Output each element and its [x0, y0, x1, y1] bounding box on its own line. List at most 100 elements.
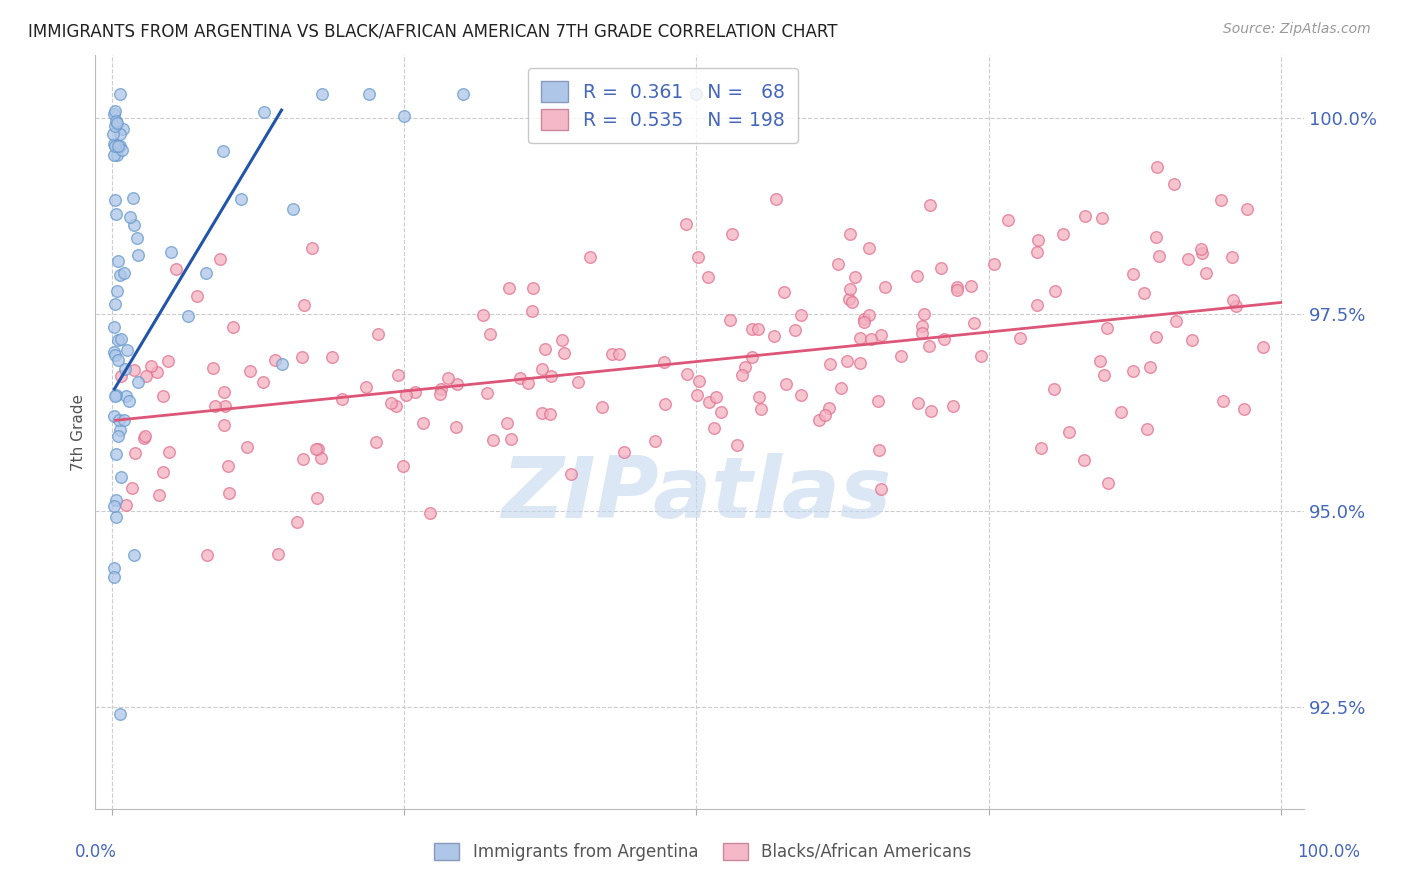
Point	[104, 114, 127, 128]
Point	[1144, 330, 1167, 344]
Point	[869, 327, 891, 342]
Point	[108, 423, 131, 437]
Point	[499, 432, 522, 446]
Point	[103, 127, 125, 141]
Point	[186, 289, 208, 303]
Point	[436, 371, 458, 385]
Point	[104, 119, 127, 133]
Point	[839, 227, 862, 241]
Point	[773, 285, 796, 299]
Point	[1026, 298, 1049, 312]
Point	[108, 268, 131, 282]
Point	[157, 445, 180, 459]
Point	[104, 297, 127, 311]
Point	[110, 368, 132, 383]
Point	[204, 399, 226, 413]
Point	[209, 252, 232, 266]
Point	[108, 139, 131, 153]
Point	[837, 354, 859, 368]
Text: IMMIGRANTS FROM ARGENTINA VS BLACK/AFRICAN AMERICAN 7TH GRADE CORRELATION CHART: IMMIGRANTS FROM ARGENTINA VS BLACK/AFRIC…	[28, 22, 838, 40]
Point	[522, 304, 544, 318]
Point	[104, 492, 127, 507]
Point	[697, 395, 720, 409]
Point	[111, 121, 134, 136]
Point	[330, 392, 353, 406]
Point	[1026, 245, 1049, 260]
Point	[239, 364, 262, 378]
Point	[538, 407, 561, 421]
Point	[920, 404, 942, 418]
Point	[1191, 246, 1213, 260]
Point	[104, 194, 127, 208]
Point	[103, 499, 125, 513]
Point	[195, 548, 218, 562]
Point	[107, 353, 129, 368]
Point	[291, 452, 314, 467]
Point	[114, 389, 136, 403]
Point	[1211, 193, 1233, 207]
Point	[120, 211, 142, 225]
Point	[105, 284, 128, 298]
Point	[675, 217, 697, 231]
Point	[152, 389, 174, 403]
Point	[841, 295, 863, 310]
Point	[103, 409, 125, 423]
Point	[983, 257, 1005, 271]
Point	[763, 329, 786, 343]
Point	[124, 446, 146, 460]
Point	[688, 250, 710, 264]
Point	[688, 374, 710, 388]
Point	[654, 355, 676, 369]
Point	[122, 218, 145, 232]
Point	[509, 371, 531, 385]
Point	[212, 144, 235, 158]
Point	[387, 368, 409, 383]
Point	[789, 388, 811, 402]
Point	[522, 281, 544, 295]
Point	[866, 394, 889, 409]
Point	[429, 386, 451, 401]
Point	[165, 261, 187, 276]
Point	[1146, 160, 1168, 174]
Point	[307, 442, 329, 456]
Point	[283, 202, 305, 216]
Point	[125, 231, 148, 245]
Point	[918, 339, 941, 353]
Point	[852, 315, 875, 329]
Point	[305, 491, 328, 505]
Point	[291, 350, 314, 364]
Point	[301, 241, 323, 255]
Point	[444, 419, 467, 434]
Point	[1139, 359, 1161, 374]
Point	[644, 434, 666, 449]
Point	[152, 465, 174, 479]
Point	[911, 326, 934, 341]
Point	[560, 467, 582, 481]
Point	[1091, 211, 1114, 225]
Point	[446, 377, 468, 392]
Point	[479, 326, 502, 341]
Point	[359, 87, 381, 102]
Point	[540, 368, 562, 383]
Point	[591, 401, 613, 415]
Point	[849, 331, 872, 345]
Point	[1220, 250, 1243, 264]
Point	[146, 365, 169, 379]
Point	[747, 322, 769, 336]
Point	[482, 434, 505, 448]
Point	[118, 394, 141, 409]
Point	[159, 244, 181, 259]
Point	[963, 316, 986, 330]
Point	[391, 459, 413, 474]
Text: 100.0%: 100.0%	[1298, 843, 1360, 861]
Point	[907, 395, 929, 409]
Point	[124, 548, 146, 562]
Point	[1097, 320, 1119, 334]
Legend: Immigrants from Argentina, Blacks/African Americans: Immigrants from Argentina, Blacks/Africa…	[427, 836, 979, 868]
Point	[132, 431, 155, 445]
Point	[918, 198, 941, 212]
Point	[229, 192, 252, 206]
Text: 0.0%: 0.0%	[75, 843, 117, 861]
Point	[807, 413, 830, 427]
Point	[112, 412, 135, 426]
